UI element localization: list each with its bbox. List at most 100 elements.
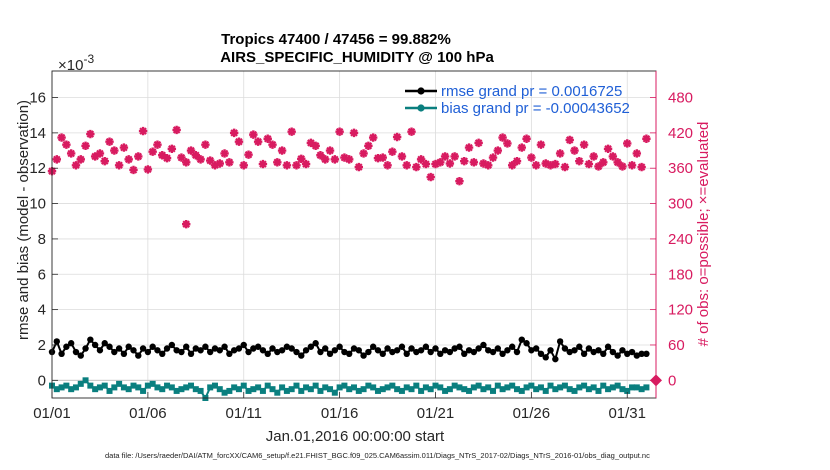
rmse-point bbox=[379, 350, 386, 358]
obs-count-marker bbox=[191, 151, 201, 160]
rmse-point bbox=[202, 343, 209, 350]
rmse-point bbox=[63, 343, 70, 350]
legend-swatch-marker bbox=[417, 104, 425, 112]
obs-evaluated-mark bbox=[393, 133, 401, 141]
bias-point bbox=[633, 384, 640, 391]
rmse-point bbox=[115, 345, 123, 352]
bias-point bbox=[437, 384, 444, 391]
rmse-point bbox=[393, 347, 401, 354]
rmse-point bbox=[264, 350, 271, 358]
y2-tick-label: 180 bbox=[668, 266, 693, 283]
obs-evaluated-mark bbox=[364, 142, 373, 150]
obs-count-marker bbox=[450, 152, 459, 161]
obs-count-marker bbox=[325, 146, 335, 155]
obs-count-marker bbox=[196, 155, 205, 164]
bias-point bbox=[513, 386, 520, 393]
obs-count-marker bbox=[431, 159, 440, 169]
obs-count-marker bbox=[297, 154, 306, 163]
bias-point bbox=[336, 384, 343, 391]
y2-tick-label: 480 bbox=[668, 90, 693, 107]
obs-evaluated-mark bbox=[81, 142, 90, 150]
rmse-point bbox=[245, 348, 252, 356]
bias-point bbox=[365, 382, 372, 389]
obs-count-marker bbox=[186, 146, 196, 155]
obs-evaluated-mark bbox=[163, 154, 171, 162]
obs-count-marker bbox=[239, 161, 248, 170]
bias-point bbox=[451, 382, 458, 389]
obs-evaluated-mark bbox=[460, 157, 469, 165]
rmse-point bbox=[513, 348, 521, 356]
rmse-point bbox=[183, 343, 190, 350]
obs-count-marker bbox=[570, 146, 579, 155]
y2-tick-label: 0 bbox=[668, 372, 676, 389]
bias-point bbox=[581, 382, 588, 389]
obs-count-marker bbox=[407, 127, 416, 136]
bias-point bbox=[490, 387, 497, 394]
obs-count-marker bbox=[383, 161, 392, 170]
obs-count-marker bbox=[503, 139, 512, 148]
obs-evaluated-mark bbox=[407, 127, 416, 136]
obs-count-marker bbox=[282, 161, 292, 170]
obs-evaluated-mark bbox=[422, 160, 430, 168]
rmse-point bbox=[101, 340, 108, 347]
rmse-point bbox=[422, 343, 430, 350]
obs-count-marker bbox=[110, 146, 119, 155]
obs-evaluated-mark bbox=[556, 149, 564, 158]
obs-count-marker bbox=[368, 133, 378, 142]
y-tick-label: 8 bbox=[38, 231, 46, 248]
rmse-point bbox=[197, 347, 204, 354]
rmse-point bbox=[322, 345, 329, 352]
obs-count-marker bbox=[484, 161, 493, 170]
bias-point bbox=[82, 377, 89, 384]
y-exponent-power: -3 bbox=[83, 52, 94, 66]
bias-point bbox=[475, 382, 482, 389]
bias-point bbox=[192, 386, 199, 393]
y-tick-label: 2 bbox=[38, 337, 46, 354]
obs-count-marker bbox=[86, 129, 95, 139]
obs-evaluated-mark bbox=[57, 133, 66, 142]
rmse-point bbox=[130, 347, 137, 354]
obs-count-marker bbox=[277, 146, 287, 155]
obs-evaluated-mark bbox=[446, 159, 454, 168]
series-layer bbox=[47, 125, 662, 401]
rmse-point bbox=[226, 350, 233, 358]
bias-point bbox=[485, 384, 492, 391]
obs-evaluated-mark bbox=[259, 160, 267, 168]
rmse-point bbox=[494, 345, 502, 352]
rmse-point bbox=[58, 350, 65, 358]
rmse-point bbox=[508, 343, 516, 350]
rmse-point bbox=[456, 343, 463, 350]
bias-point bbox=[111, 384, 118, 391]
rmse-point bbox=[336, 343, 343, 350]
obs-count-marker bbox=[392, 132, 402, 142]
obs-count-marker bbox=[512, 156, 522, 166]
obs-evaluated-mark bbox=[642, 134, 651, 143]
obs-evaluated-mark bbox=[283, 161, 291, 170]
obs-evaluated-mark bbox=[599, 158, 608, 167]
obs-count-marker bbox=[292, 161, 301, 170]
rmse-point bbox=[542, 354, 549, 361]
bias-point bbox=[211, 382, 218, 389]
obs-evaluated-mark bbox=[120, 143, 128, 152]
obs-count-marker bbox=[397, 152, 407, 161]
bias-point bbox=[461, 386, 468, 393]
bias-point bbox=[96, 384, 103, 391]
obs-evaluated-mark bbox=[369, 133, 377, 142]
legend-label: bias grand pr = -0.00043652 bbox=[441, 100, 630, 117]
obs-evaluated-mark bbox=[201, 140, 210, 149]
bias-point bbox=[523, 384, 530, 391]
bias-point bbox=[346, 386, 353, 393]
x-tick-label: 01/26 bbox=[513, 405, 551, 422]
obs-count-marker bbox=[536, 140, 546, 149]
bias-point bbox=[379, 386, 386, 393]
obs-count-marker bbox=[201, 140, 210, 149]
bias-point bbox=[504, 384, 511, 391]
obs-evaluated-mark bbox=[67, 149, 75, 158]
rmse-point bbox=[82, 345, 89, 352]
y-tick-label: 12 bbox=[29, 160, 46, 177]
rmse-point bbox=[628, 348, 636, 356]
obs-count-marker bbox=[249, 130, 258, 139]
obs-evaluated-mark bbox=[235, 137, 243, 146]
obs-evaluated-mark bbox=[565, 136, 574, 144]
